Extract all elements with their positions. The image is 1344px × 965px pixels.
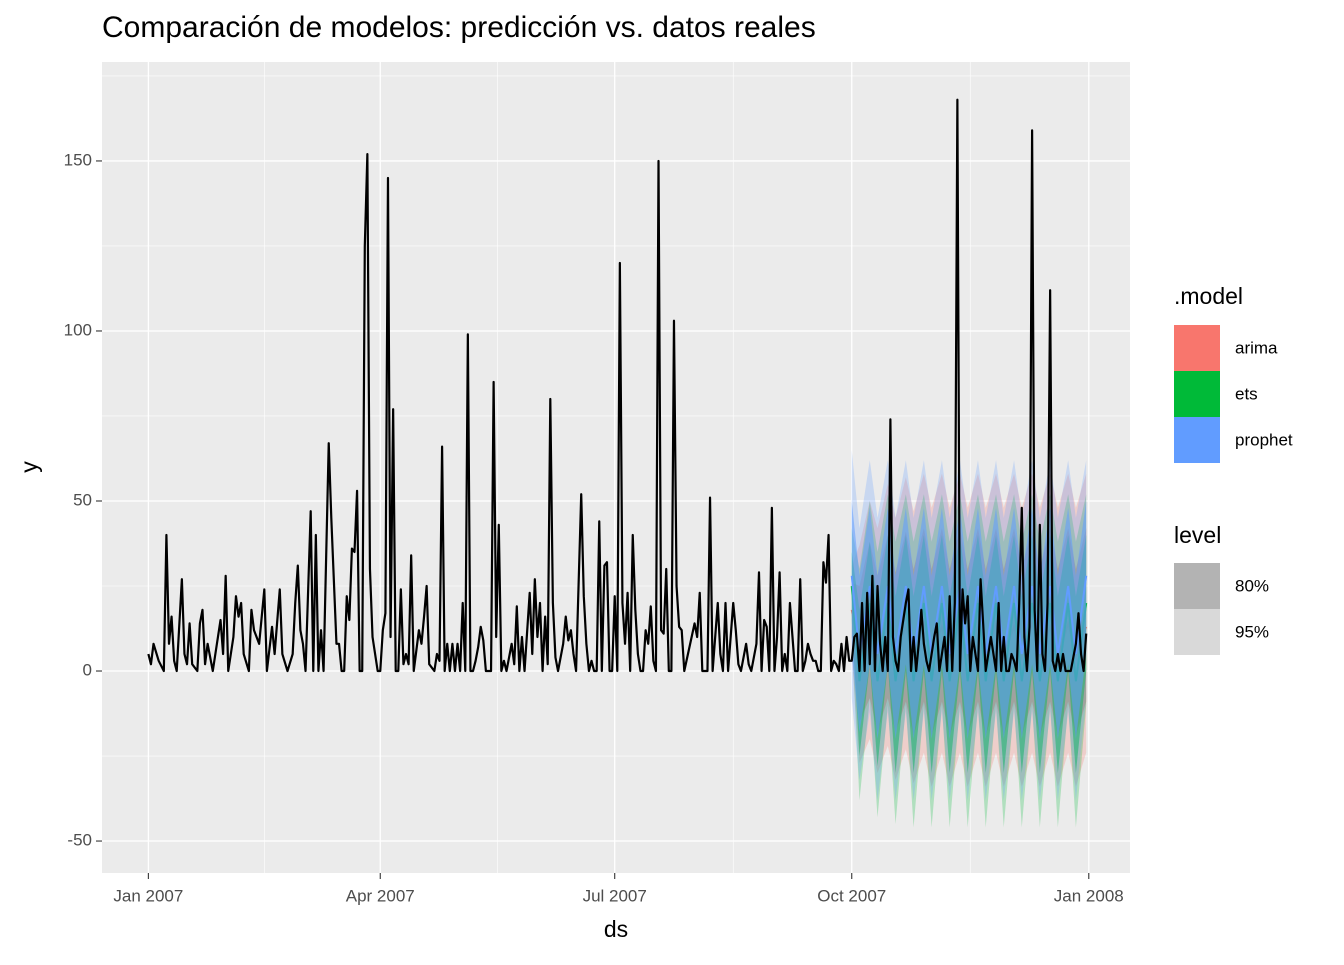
x-tick-label: Jan 2007 bbox=[113, 886, 183, 905]
y-axis-title: y bbox=[16, 461, 42, 473]
y-tick-label: 0 bbox=[83, 660, 92, 679]
y-tick-label: -50 bbox=[67, 831, 92, 850]
legend-key bbox=[1174, 609, 1220, 655]
legend-label: 95% bbox=[1235, 622, 1269, 641]
legend-label: ets bbox=[1235, 384, 1258, 403]
x-axis-title: ds bbox=[604, 916, 628, 942]
legend-label: 80% bbox=[1235, 576, 1269, 595]
x-tick-label: Oct 2007 bbox=[817, 886, 886, 905]
legend-title: level bbox=[1174, 522, 1221, 548]
chart-title: Comparación de modelos: predicción vs. d… bbox=[102, 11, 816, 44]
y-tick-label: 50 bbox=[73, 490, 92, 509]
actual-line bbox=[147, 98, 1088, 673]
legend-label: arima bbox=[1235, 338, 1278, 357]
y-tick-label: 100 bbox=[64, 320, 92, 339]
legend-label: prophet bbox=[1235, 430, 1293, 449]
x-tick-label: Jul 2007 bbox=[583, 886, 647, 905]
legend-key bbox=[1174, 417, 1220, 463]
x-tick-label: Jan 2008 bbox=[1054, 886, 1124, 905]
legend-key bbox=[1174, 563, 1220, 609]
x-tick-label: Apr 2007 bbox=[346, 886, 415, 905]
legend-key bbox=[1174, 371, 1220, 417]
legend-title: .model bbox=[1174, 283, 1243, 309]
legend-key bbox=[1174, 325, 1220, 371]
y-tick-label: 150 bbox=[64, 150, 92, 169]
marks bbox=[147, 98, 1088, 828]
